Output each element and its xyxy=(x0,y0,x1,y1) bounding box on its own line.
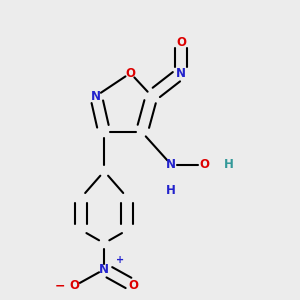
Text: O: O xyxy=(70,279,80,292)
Text: N: N xyxy=(91,89,101,103)
Text: H: H xyxy=(166,184,176,197)
Text: N: N xyxy=(176,67,186,80)
Text: −: − xyxy=(55,279,65,292)
Text: O: O xyxy=(129,279,139,292)
Text: O: O xyxy=(125,67,135,80)
Text: O: O xyxy=(199,158,209,171)
Text: +: + xyxy=(116,255,124,265)
Text: N: N xyxy=(166,158,176,171)
Text: N: N xyxy=(99,263,109,276)
Text: O: O xyxy=(176,35,186,49)
Text: H: H xyxy=(224,158,233,171)
